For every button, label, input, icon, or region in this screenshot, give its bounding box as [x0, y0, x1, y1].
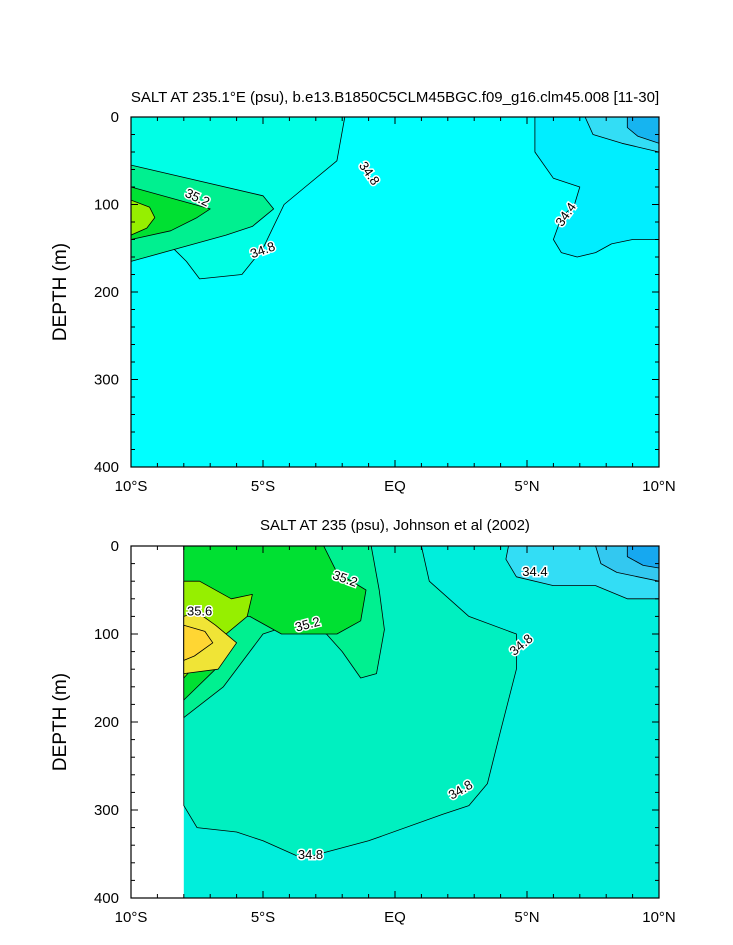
- y-axis-label: DEPTH (m): [50, 673, 71, 771]
- top-contour-panel: SALT AT 235.1°E (psu), b.e13.B1850C5CLM4…: [50, 89, 676, 495]
- contour-band-35-2: [131, 186, 211, 240]
- contour-label: 34.8: [298, 847, 323, 862]
- contour-band-34-2: [626, 546, 659, 569]
- y-tick-label: 400: [94, 890, 119, 907]
- y-tick-label: 100: [94, 197, 119, 214]
- panel-title: SALT AT 235.1°E (psu), b.e13.B1850C5CLM4…: [131, 89, 659, 106]
- contour-band-35-2: [183, 546, 367, 701]
- y-tick-label: 300: [94, 372, 119, 389]
- contour-field: 35.234.834.834.4: [131, 117, 659, 467]
- x-tick-label: 10°N: [642, 909, 676, 926]
- contour-label: 34.4: [522, 564, 547, 579]
- x-tick-label: 5°N: [514, 909, 539, 926]
- contour-field: 35.235.635.234.434.834.834.8: [183, 546, 659, 898]
- x-tick-label: 5°N: [514, 478, 539, 495]
- y-tick-label: 0: [111, 109, 119, 126]
- y-axis-label: DEPTH (m): [50, 243, 71, 341]
- y-tick-label: 200: [94, 714, 119, 731]
- y-tick-label: 100: [94, 626, 119, 643]
- y-tick-label: 0: [111, 538, 119, 555]
- contour-label: 35.6: [187, 603, 212, 618]
- x-tick-label: 10°S: [115, 909, 148, 926]
- y-tick-label: 200: [94, 284, 119, 301]
- x-tick-label: EQ: [384, 909, 406, 926]
- x-tick-label: EQ: [384, 478, 406, 495]
- y-tick-label: 400: [94, 459, 119, 476]
- x-tick-label: 10°S: [115, 478, 148, 495]
- bottom-contour-panel: SALT AT 235 (psu), Johnson et al (2002) …: [50, 517, 676, 926]
- x-tick-label: 5°S: [251, 478, 275, 495]
- y-tick-label: 300: [94, 802, 119, 819]
- contour-band-35-8: [183, 624, 214, 661]
- contour-band-34-6: [534, 117, 659, 258]
- x-tick-label: 5°S: [251, 909, 275, 926]
- panel-title: SALT AT 235 (psu), Johnson et al (2002): [260, 517, 530, 534]
- x-tick-label: 10°N: [642, 478, 676, 495]
- contour-band-34-2: [626, 117, 659, 144]
- contour-band-35-4: [131, 199, 156, 236]
